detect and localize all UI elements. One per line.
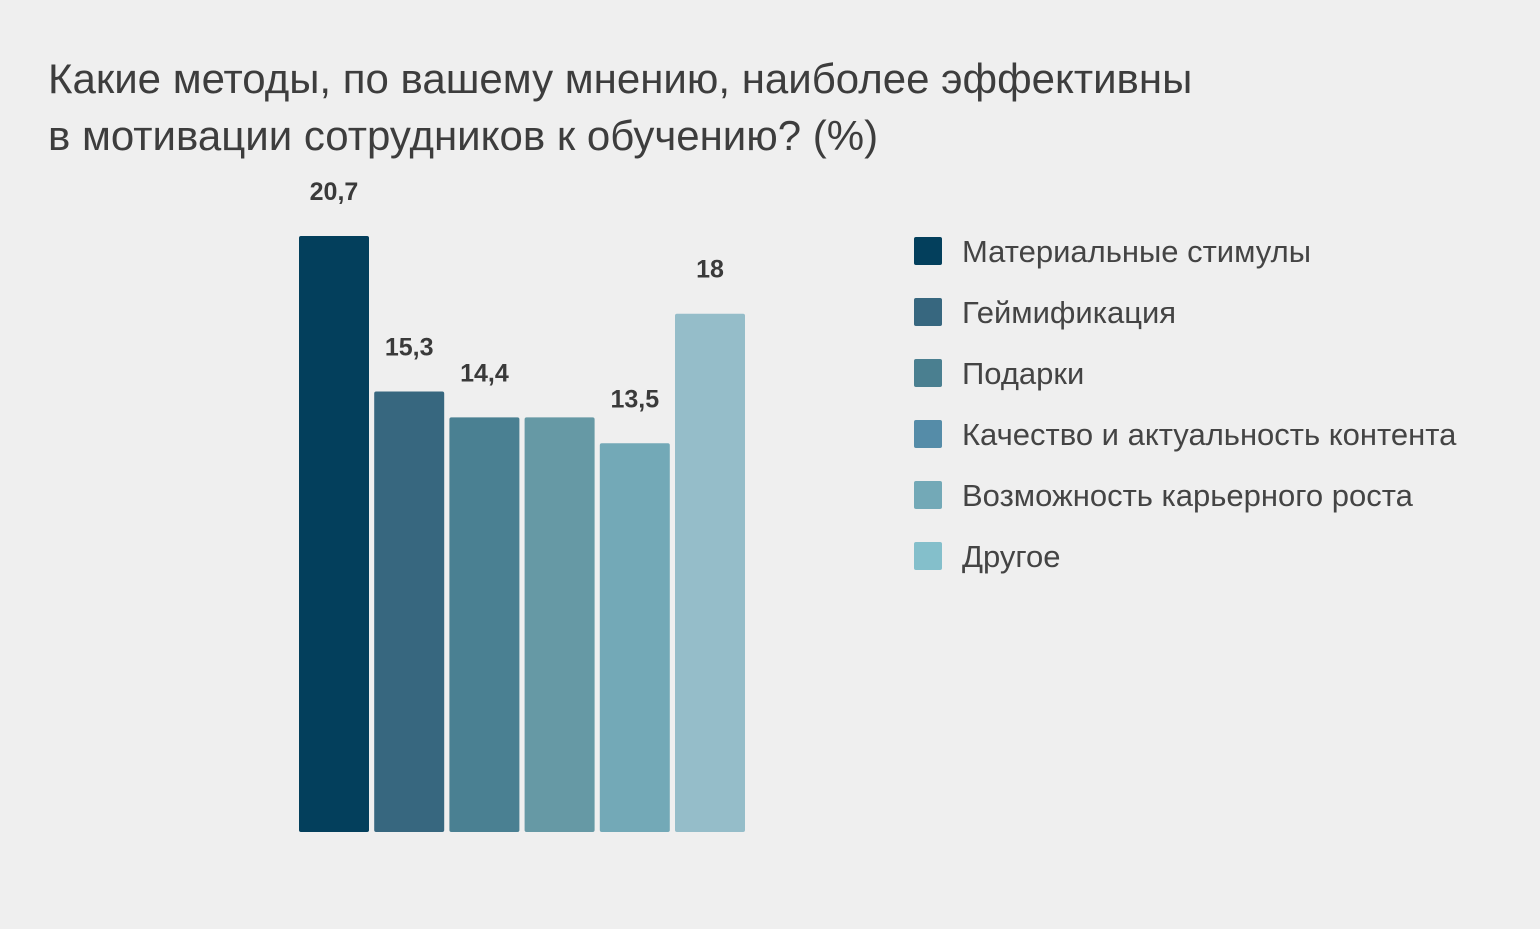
- bar-content-quality: [524, 417, 595, 832]
- legend-label-career-growth: Возможность карьерного роста: [962, 478, 1413, 513]
- legend-item-career-growth: Возможность карьерного роста: [914, 476, 1474, 516]
- data-label-career-growth: 13,5: [610, 385, 659, 413]
- legend-swatch-material: [914, 237, 942, 265]
- bar-gamification: [374, 391, 445, 832]
- bar-chart: 20,7 15,3 14,4 13,5 18: [299, 178, 745, 832]
- legend-label-other: Другое: [962, 539, 1061, 574]
- legend-item-other: Другое: [914, 537, 1474, 577]
- bar-other: [675, 313, 745, 832]
- legend-swatch-gifts: [914, 359, 942, 387]
- legend-item-gamification: Геймификация: [914, 293, 1474, 333]
- data-label-material: 20,7: [310, 178, 359, 206]
- legend-swatch-other: [914, 542, 942, 570]
- legend-swatch-gamification: [914, 298, 942, 326]
- data-label-other: 18: [696, 256, 724, 284]
- chart-legend: Материальные стимулы Геймификация Подарк…: [914, 232, 1474, 598]
- data-label-gifts: 14,4: [460, 359, 509, 387]
- bar-gifts: [449, 417, 520, 832]
- bar-career-growth: [599, 443, 670, 832]
- legend-label-content-quality: Качество и актуальность контента: [962, 417, 1457, 452]
- bar-material: [299, 236, 369, 832]
- legend-label-gifts: Подарки: [962, 356, 1085, 391]
- data-label-gamification: 15,3: [385, 333, 434, 361]
- chart-title: Какие методы, по вашему мнению, наиболее…: [48, 50, 1368, 164]
- legend-label-gamification: Геймификация: [962, 295, 1177, 330]
- legend-swatch-career-growth: [914, 481, 942, 509]
- chart-title-line-2: в мотивации сотрудников к обучению? (%): [48, 112, 879, 159]
- legend-item-content-quality: Качество и актуальность контента: [914, 415, 1474, 455]
- legend-swatch-content-quality: [914, 420, 942, 448]
- legend-label-material: Материальные стимулы: [962, 234, 1311, 269]
- chart-title-line-1: Какие методы, по вашему мнению, наиболее…: [48, 55, 1193, 102]
- legend-item-gifts: Подарки: [914, 354, 1474, 394]
- legend-item-material: Материальные стимулы: [914, 232, 1474, 272]
